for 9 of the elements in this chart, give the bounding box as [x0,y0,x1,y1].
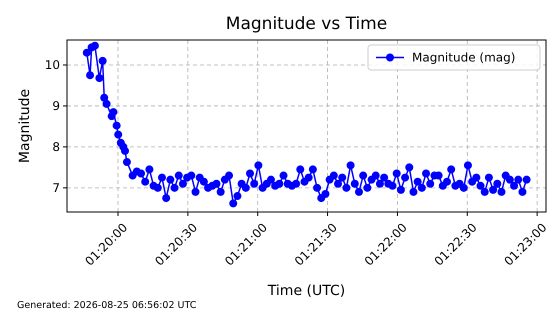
y-tick-label: 7 [52,180,60,195]
y-tick-label: 10 [44,58,60,72]
x-axis-title: Time (UTC) [266,283,346,299]
y-tick-label: 9 [52,98,60,113]
y-tick-label: 8 [52,140,60,154]
legend-label: Magnitude (mag) [412,50,516,64]
text: Generated: 2026-08-25 06:56:02 UTC [17,300,197,311]
chart-title: Magnitude vs Time [226,14,388,34]
y-axis-title: Magnitude [17,88,33,164]
